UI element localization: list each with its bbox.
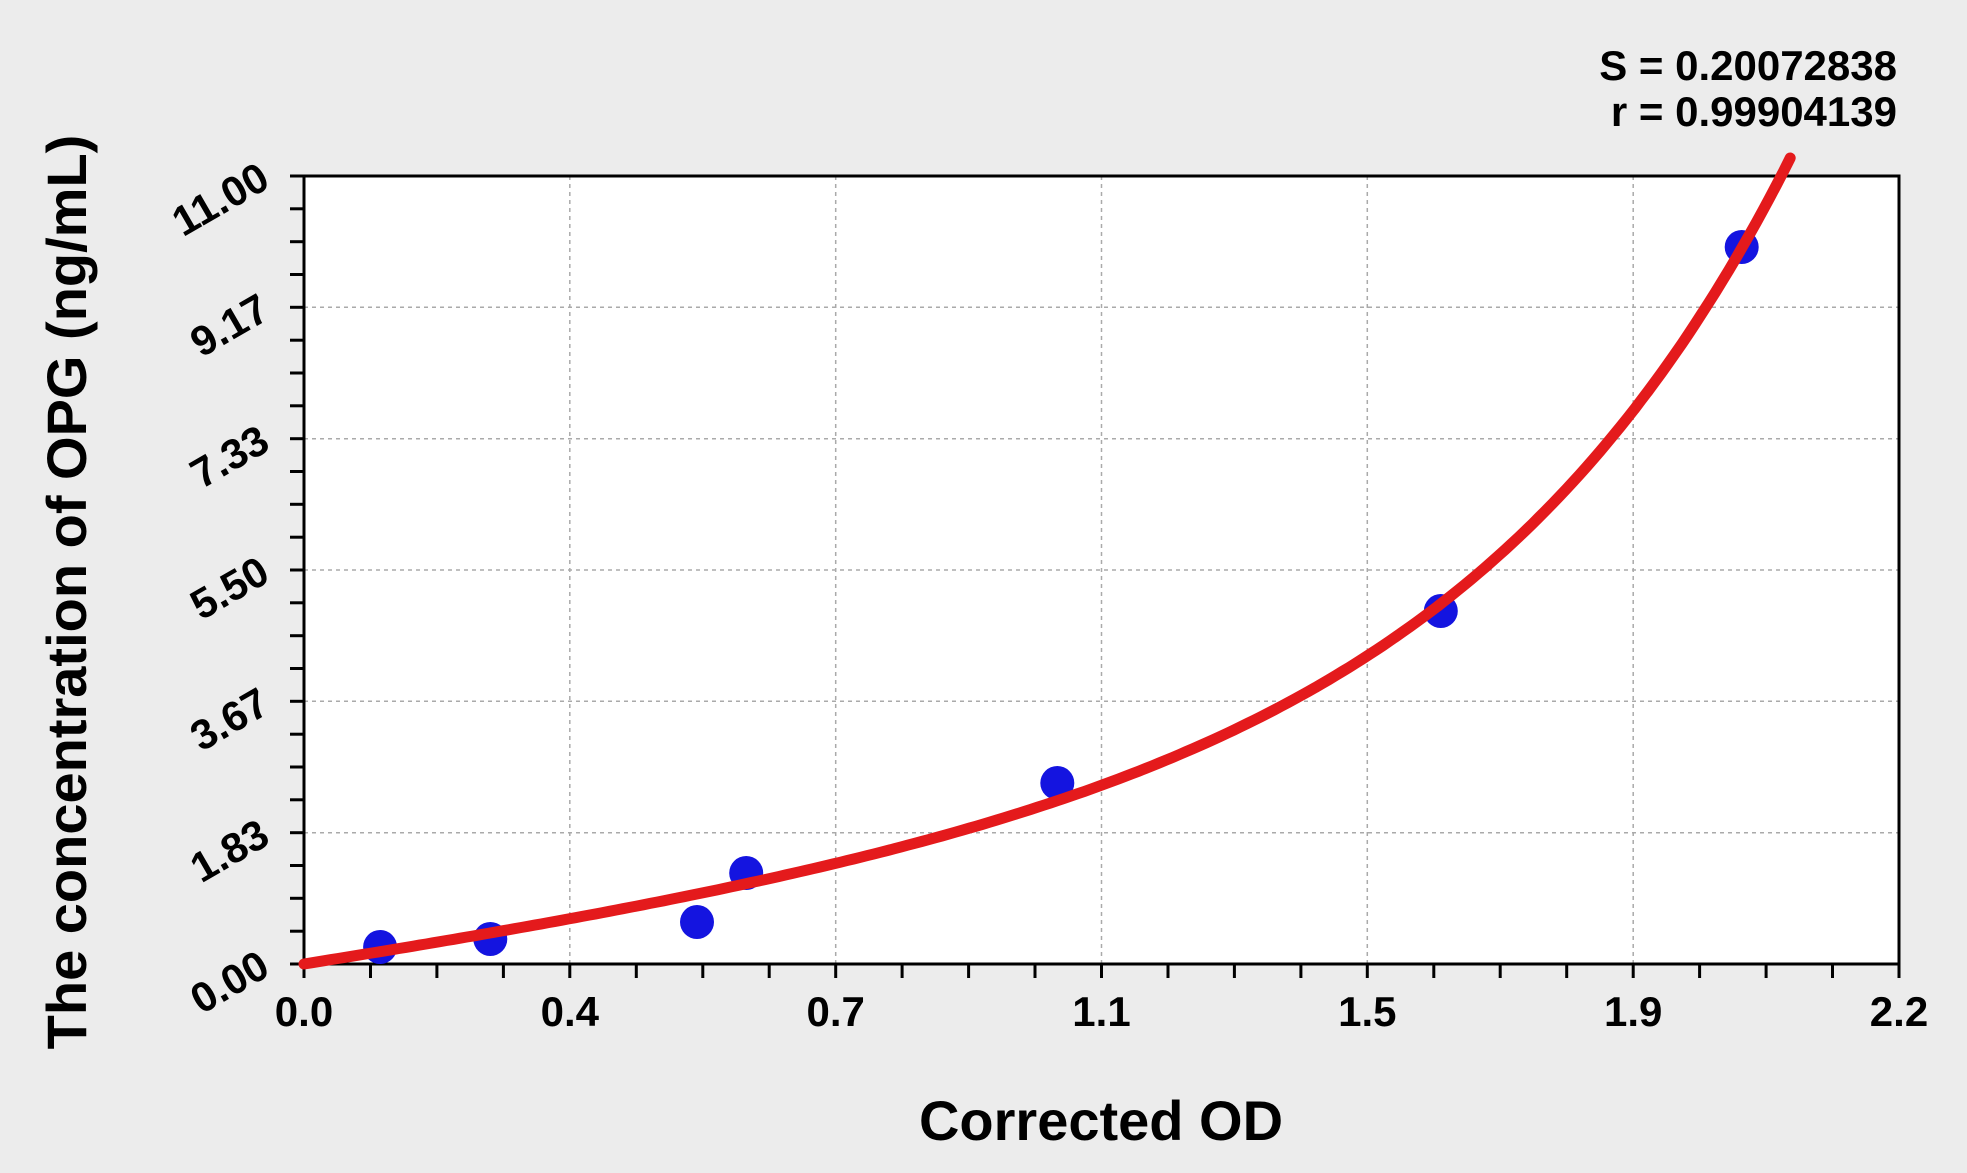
svg-text:2.2: 2.2 xyxy=(1870,988,1928,1035)
svg-text:S = 0.20072838: S = 0.20072838 xyxy=(1599,42,1897,89)
svg-text:0.0: 0.0 xyxy=(275,988,333,1035)
svg-text:1.5: 1.5 xyxy=(1338,988,1396,1035)
svg-text:0.4: 0.4 xyxy=(541,988,600,1035)
svg-text:The concentration of OPG (ng/m: The concentration of OPG (ng/mL) xyxy=(35,135,98,1050)
svg-text:1.9: 1.9 xyxy=(1604,988,1662,1035)
svg-text:Corrected OD: Corrected OD xyxy=(919,1089,1283,1152)
svg-text:0.7: 0.7 xyxy=(807,988,865,1035)
svg-text:r = 0.99904139: r = 0.99904139 xyxy=(1611,88,1897,135)
svg-text:1.1: 1.1 xyxy=(1072,988,1130,1035)
